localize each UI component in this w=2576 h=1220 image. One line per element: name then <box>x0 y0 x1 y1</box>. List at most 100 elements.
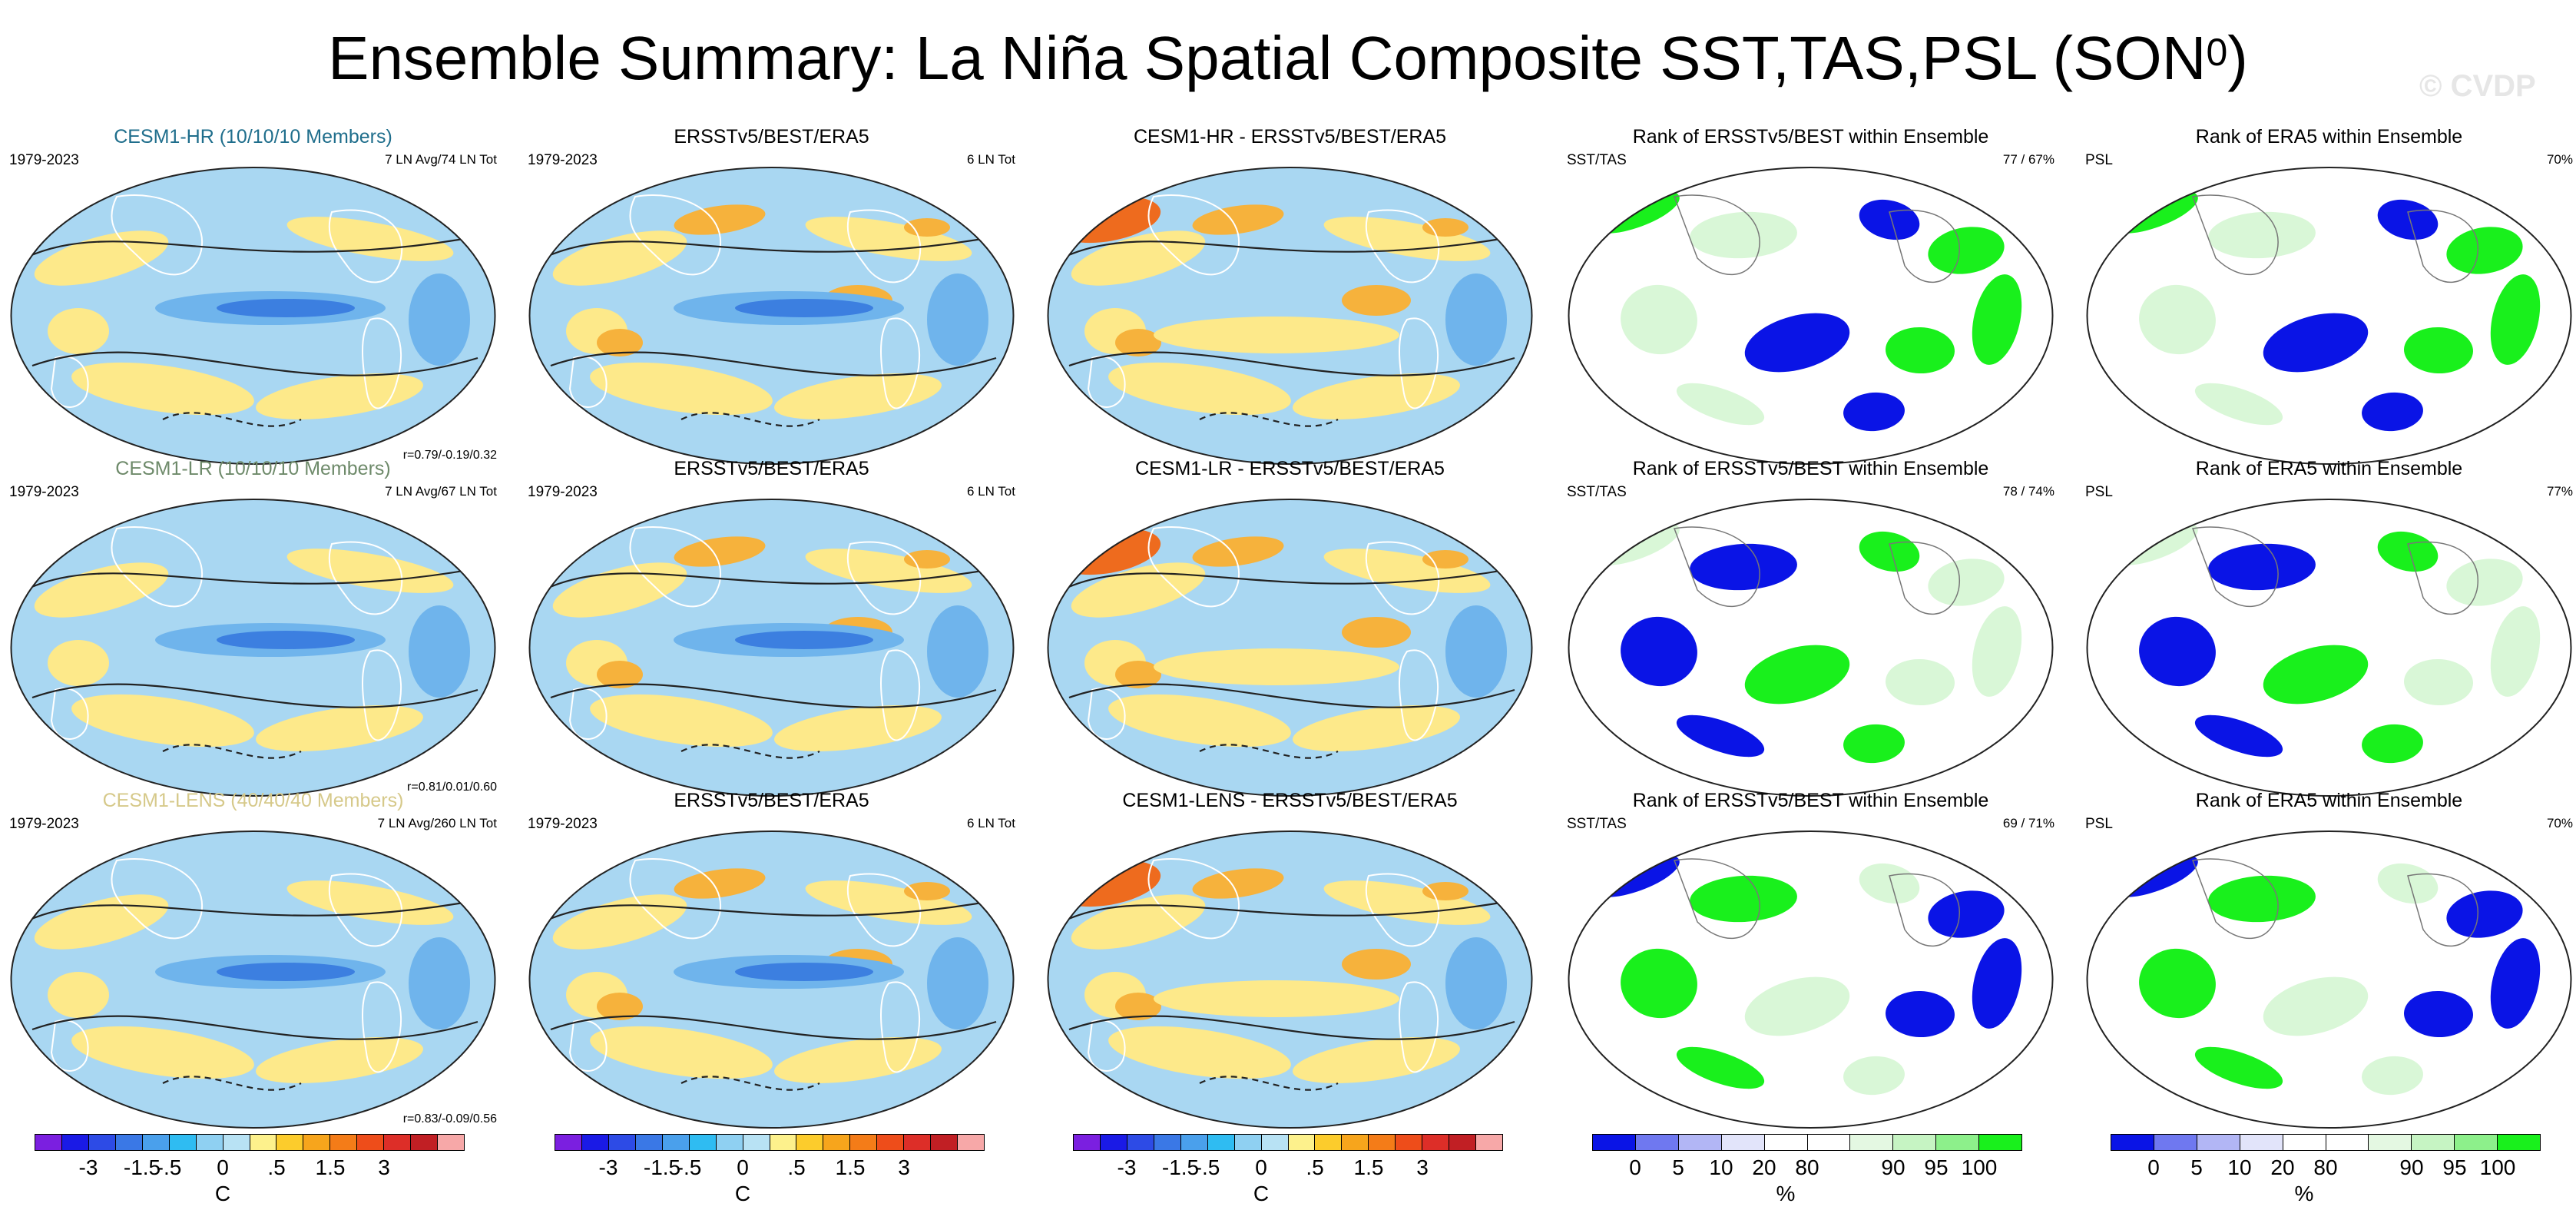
coastline <box>1399 649 1439 741</box>
rank-region <box>2194 1046 2283 1089</box>
rank-region <box>1972 606 2022 697</box>
panel-right-label: 70% <box>2546 152 2573 167</box>
coastline <box>111 858 204 940</box>
colorbar-swatch <box>958 1135 984 1150</box>
panel-title: Rank of ERSSTv5/BEST within Ensemble <box>1632 458 1989 479</box>
coastline <box>568 688 608 740</box>
coastline <box>50 688 89 740</box>
coastline <box>111 194 204 276</box>
colorbar-swatch <box>330 1135 358 1150</box>
rank-region <box>1928 559 2005 606</box>
warm-anomaly-region <box>1323 549 1491 593</box>
rank-region <box>2490 938 2541 1029</box>
coastline <box>2191 858 2279 939</box>
rank-region <box>1621 284 1697 355</box>
warm-anomaly-region <box>1342 617 1411 648</box>
panel-title: Rank of ERA5 within Ensemble <box>2195 458 2463 479</box>
colorbar-swatch <box>142 1135 170 1150</box>
cold-anomaly-region <box>217 963 355 981</box>
colorbar-unit: % <box>2294 1182 2314 1205</box>
cold-anomaly-region <box>735 631 873 649</box>
psl-contour <box>1068 1015 1515 1040</box>
cold-anomaly-region <box>409 274 470 366</box>
panel-left-label: PSL <box>2085 484 2113 500</box>
colorbar-tick-label: 3 <box>1416 1155 1429 1179</box>
coastline <box>629 526 722 608</box>
colorbar-swatch <box>716 1135 743 1150</box>
coastline <box>880 981 921 1073</box>
figure-title-text: Ensemble Summary: La Niña Spatial Compos… <box>328 24 2207 92</box>
colorbar-unit: % <box>1776 1182 1796 1205</box>
panel-left-label: SST/TAS <box>1567 816 1627 832</box>
colorbar-swatch <box>1678 1135 1722 1150</box>
globe-map <box>2086 167 2572 465</box>
rank-region <box>2139 616 2216 687</box>
colorbar-swatch <box>2412 1135 2455 1150</box>
panel-left-label: 1979-2023 <box>528 152 598 168</box>
colorbar-swatch <box>770 1135 797 1150</box>
coastline <box>1673 858 1760 939</box>
warm-anomaly-region <box>1342 285 1411 316</box>
globe-map <box>528 167 1015 465</box>
colorbar-tick-label: .5 <box>787 1155 806 1179</box>
panel-title: CESM1-LENS (40/40/40 Members) <box>102 790 404 811</box>
rank-region <box>2490 606 2541 697</box>
coastline <box>2407 209 2479 283</box>
panel-left-label: PSL <box>2085 152 2113 168</box>
warm-anomaly-region <box>1108 1026 1291 1079</box>
map-panel-obs-row2: ERSSTv5/BEST/ERA5 1979-2023 6 LN Tot <box>528 458 1015 797</box>
coastline <box>2191 194 2279 275</box>
colorbar-unit: C <box>214 1182 231 1205</box>
cold-anomaly-region <box>927 274 988 366</box>
coastline <box>846 209 922 283</box>
coastline <box>1399 981 1439 1073</box>
colorbar-swatch <box>931 1135 959 1150</box>
psl-contour <box>680 744 820 759</box>
colorbar-tick-label: 0 <box>1255 1155 1267 1179</box>
psl-contour <box>1061 565 1523 591</box>
warm-anomaly-region <box>1192 536 1284 567</box>
rank-region <box>2139 948 2216 1019</box>
coastline <box>1365 541 1440 615</box>
cold-anomaly-region <box>927 937 988 1029</box>
cold-anomaly-region <box>1445 605 1507 698</box>
coastline <box>50 356 89 408</box>
panel-right-label: 6 LN Tot <box>966 484 1015 499</box>
warm-anomaly-region <box>1115 661 1161 688</box>
psl-contour <box>680 1076 820 1091</box>
colorbar-swatch <box>1315 1135 1343 1150</box>
cvdp-watermark: © CVDP <box>2419 69 2536 103</box>
warm-anomaly-region <box>1115 329 1161 356</box>
panel-title: ERSSTv5/BEST/ERA5 <box>674 458 869 479</box>
psl-contour <box>1199 412 1339 427</box>
warm-anomaly-region <box>590 1026 773 1079</box>
colorbar-swatch <box>1893 1135 1937 1150</box>
globe-map <box>1047 499 1533 797</box>
colorbar-swatch <box>1764 1135 1808 1150</box>
colorbar-swatch <box>250 1135 277 1150</box>
coastline <box>362 981 402 1073</box>
map-panel-rank2-row1: Rank of ERA5 within Ensemble PSL 70% <box>2085 126 2573 466</box>
colorbar-swatch <box>1396 1135 1423 1150</box>
psl-contour <box>1068 683 1515 708</box>
rank-region <box>1843 392 1905 432</box>
cold-anomaly-region <box>735 299 873 317</box>
psl-contour <box>542 897 1005 923</box>
panel-right-label: 78 / 74% <box>2002 484 2055 499</box>
globe-outline <box>2086 830 2572 1129</box>
warm-anomaly-region <box>1115 993 1161 1020</box>
rank-region <box>2263 976 2369 1036</box>
map-panel-rank2-row3: Rank of ERA5 within Ensemble PSL 70% <box>2085 790 2573 1129</box>
colorbar-swatch <box>2369 1135 2412 1150</box>
colorbar-swatch <box>438 1135 464 1150</box>
rank-region <box>1886 327 1955 374</box>
globe-outline <box>10 499 496 797</box>
colorbar-swatch <box>1261 1135 1289 1150</box>
colorbar-tick-label: -.5 <box>156 1155 182 1179</box>
colorbar-swatch <box>796 1135 824 1150</box>
warm-anomaly-region <box>590 362 773 416</box>
coastline <box>328 209 403 283</box>
globe-map <box>2086 499 2572 797</box>
rank-region <box>1886 658 1955 706</box>
rank-region <box>2362 724 2423 764</box>
